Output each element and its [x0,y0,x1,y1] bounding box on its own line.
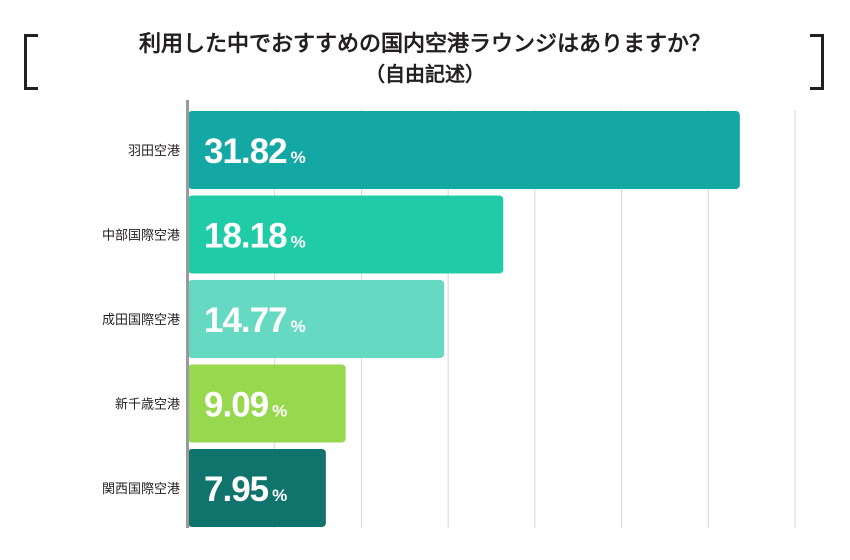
chart-title-block: 利用した中でおすすめの国内空港ラウンジはありますか？ （自由記述） [60,30,790,88]
bar-4 [188,364,346,443]
value-label: 9.09% [204,386,287,425]
category-label: 新千歳空港 [115,397,180,413]
category-label: 成田国際空港 [102,313,180,328]
category-label: 羽田空港 [128,144,180,159]
value-label: 7.95% [204,470,287,509]
bar-3 [188,280,445,358]
category-label: 中部国際空港 [102,229,180,244]
bar-5 [188,449,326,527]
chart-title: 利用した中でおすすめの国内空港ラウンジはありますか？ [138,32,711,57]
value-label: 14.77% [204,301,306,340]
bar-1 [188,111,740,189]
chart-subtitle: （自由記述） [365,62,485,86]
left-bracket-decoration [24,34,38,90]
category-label: 関西国際空港 [102,482,180,497]
value-label: 31.82% [204,132,306,171]
right-bracket-decoration [810,34,824,90]
bar-2 [188,195,504,274]
value-label: 18.18% [204,217,306,256]
